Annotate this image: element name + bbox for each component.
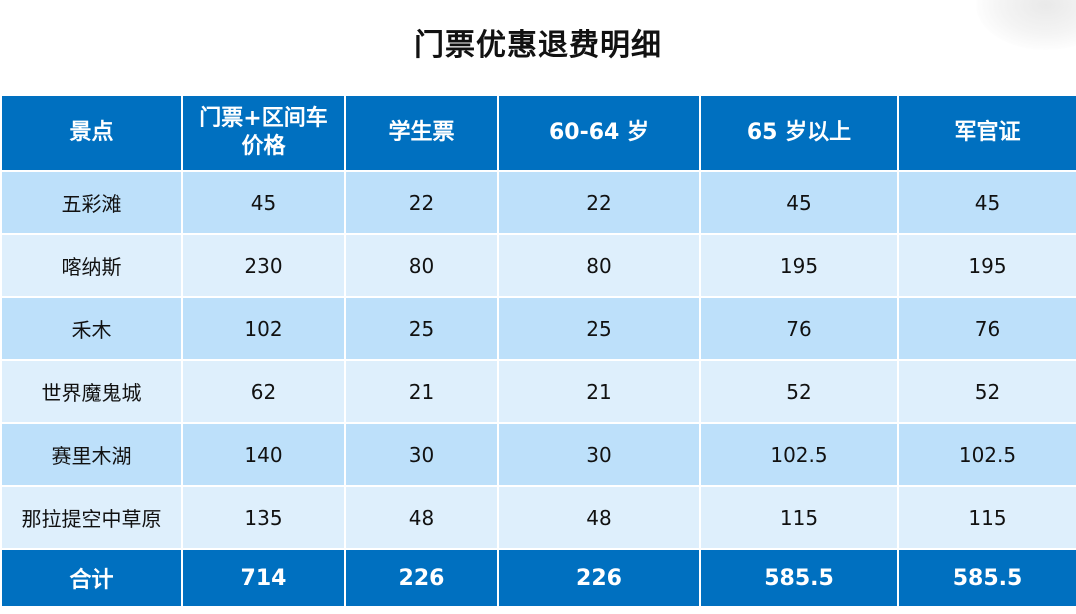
table-cell: 25: [344, 296, 499, 361]
table-cell: 102.5: [699, 422, 899, 487]
total-cell: 585.5: [699, 548, 899, 608]
table-cell: 世界魔鬼城: [0, 359, 183, 424]
total-cell: 226: [497, 548, 701, 608]
table-row: 赛里木湖 140 30 30 102.5 102.5: [0, 422, 1076, 487]
table-cell: 115: [699, 485, 899, 550]
table-cell: 195: [897, 233, 1076, 298]
header-cell-ticket-price: 门票+区间车价格: [181, 94, 346, 172]
table-row: 世界魔鬼城 62 21 21 52 52: [0, 359, 1076, 424]
table-cell: 22: [497, 170, 701, 235]
table-cell: 76: [699, 296, 899, 361]
header-cell-spot: 景点: [0, 94, 183, 172]
table-cell: 115: [897, 485, 1076, 550]
table-cell: 禾木: [0, 296, 183, 361]
header-cell-officer: 军官证: [897, 94, 1076, 172]
table-cell: 22: [344, 170, 499, 235]
table-cell: 230: [181, 233, 346, 298]
table-row: 五彩滩 45 22 22 45 45: [0, 170, 1076, 235]
table-cell: 52: [897, 359, 1076, 424]
table-cell: 48: [344, 485, 499, 550]
table-cell: 102: [181, 296, 346, 361]
table-cell: 那拉提空中草原: [0, 485, 183, 550]
table-cell: 62: [181, 359, 346, 424]
total-cell: 226: [344, 548, 499, 608]
header-cell-age-60-64: 60-64 岁: [497, 94, 701, 172]
total-row: 合计 714 226 226 585.5 585.5: [0, 548, 1076, 608]
table-cell: 195: [699, 233, 899, 298]
table-cell: 五彩滩: [0, 170, 183, 235]
table-row: 喀纳斯 230 80 80 195 195: [0, 233, 1076, 298]
table-cell: 76: [897, 296, 1076, 361]
table-cell: 25: [497, 296, 701, 361]
table-cell: 80: [344, 233, 499, 298]
table-cell: 52: [699, 359, 899, 424]
page-title: 门票优惠退费明细: [414, 28, 662, 63]
table-cell: 30: [344, 422, 499, 487]
table-cell: 135: [181, 485, 346, 550]
table-cell: 102.5: [897, 422, 1076, 487]
table-cell: 140: [181, 422, 346, 487]
table-cell: 80: [497, 233, 701, 298]
table-row: 那拉提空中草原 135 48 48 115 115: [0, 485, 1076, 550]
header-cell-age-65-plus: 65 岁以上: [699, 94, 899, 172]
table-cell: 45: [181, 170, 346, 235]
table-cell: 45: [699, 170, 899, 235]
table-row: 禾木 102 25 25 76 76: [0, 296, 1076, 361]
table-cell: 喀纳斯: [0, 233, 183, 298]
table-cell: 48: [497, 485, 701, 550]
header-cell-student: 学生票: [344, 94, 499, 172]
total-label: 合计: [0, 548, 183, 608]
total-cell: 714: [181, 548, 346, 608]
fee-table: 景点 门票+区间车价格 学生票 60-64 岁 65 岁以上 军官证 五彩滩 4…: [0, 94, 1076, 608]
table-cell: 赛里木湖: [0, 422, 183, 487]
table-cell: 21: [497, 359, 701, 424]
table-cell: 21: [344, 359, 499, 424]
total-cell: 585.5: [897, 548, 1076, 608]
table-cell: 45: [897, 170, 1076, 235]
table-cell: 30: [497, 422, 701, 487]
header-row: 景点 门票+区间车价格 学生票 60-64 岁 65 岁以上 军官证: [0, 94, 1076, 172]
